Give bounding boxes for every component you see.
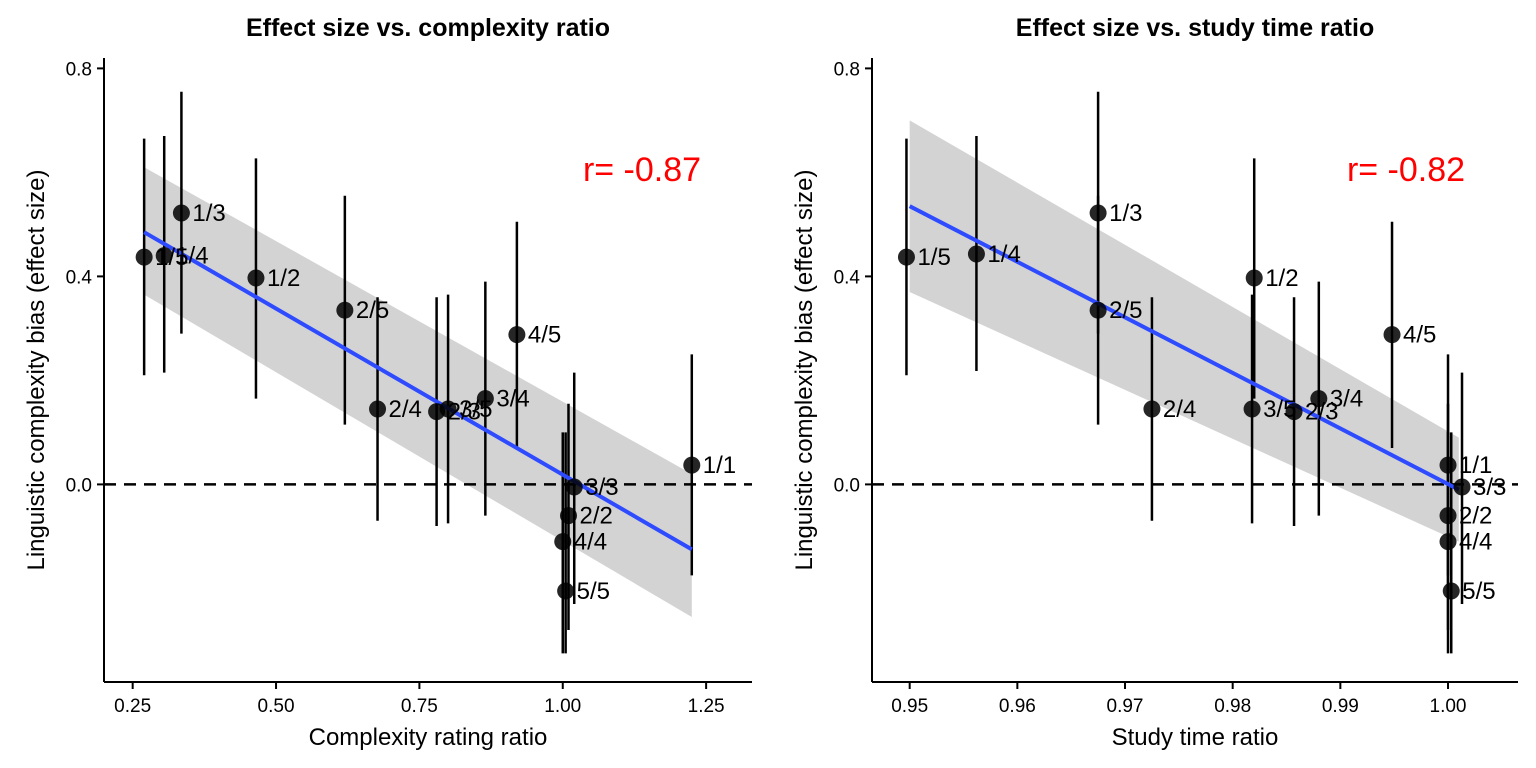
x-tick-label: 1.00 bbox=[1430, 696, 1467, 717]
x-tick-label: 1.00 bbox=[544, 696, 581, 717]
x-axis-title: Complexity rating ratio bbox=[309, 724, 548, 751]
point-label-1-4: 1/4 bbox=[987, 241, 1020, 268]
point-label-2-2: 2/2 bbox=[1459, 503, 1492, 530]
y-tick-label: 0.4 bbox=[834, 267, 861, 288]
data-point-2-5 bbox=[1089, 301, 1107, 319]
x-tick-label: 0.99 bbox=[1322, 696, 1359, 717]
point-label-1-2: 1/2 bbox=[267, 265, 300, 292]
data-point-1-3 bbox=[1089, 204, 1107, 222]
data-point-4-4 bbox=[1439, 533, 1457, 551]
correlation-label: r= -0.87 bbox=[583, 151, 701, 189]
point-label-4-4: 4/4 bbox=[1459, 529, 1492, 556]
x-axis-title: Study time ratio bbox=[1112, 724, 1279, 751]
y-tick-label: 0.0 bbox=[834, 475, 860, 496]
point-label-3-4: 3/4 bbox=[1330, 386, 1363, 413]
y-tick-label: 0.8 bbox=[834, 59, 860, 80]
data-point-1-4 bbox=[155, 247, 173, 265]
data-point-2-4 bbox=[1143, 400, 1161, 418]
point-label-1-5: 1/5 bbox=[917, 244, 950, 271]
point-label-1-3: 1/3 bbox=[192, 200, 225, 227]
y-axis-title: Linguistic complexity bias (effect size) bbox=[23, 169, 50, 570]
data-point-2-2 bbox=[1439, 507, 1457, 525]
point-label-5-5: 5/5 bbox=[577, 578, 610, 605]
data-point-3-4 bbox=[476, 390, 494, 408]
x-tick-label: 0.96 bbox=[999, 696, 1036, 717]
x-tick-label: 0.97 bbox=[1107, 696, 1144, 717]
data-point-4-5 bbox=[508, 326, 526, 344]
confidence-band bbox=[909, 120, 1459, 542]
data-point-1-4 bbox=[967, 245, 985, 263]
point-label-1-1: 1/1 bbox=[1459, 452, 1492, 479]
point-label-2-2: 2/2 bbox=[579, 503, 612, 530]
data-point-3-4 bbox=[1310, 390, 1328, 408]
point-label-2-4: 2/4 bbox=[389, 396, 422, 423]
data-point-1-5 bbox=[135, 248, 153, 266]
point-label-2-4: 2/4 bbox=[1163, 396, 1196, 423]
data-point-3-3 bbox=[565, 478, 583, 496]
chart-title: Effect size vs. study time ratio bbox=[1016, 14, 1374, 42]
data-point-1-1 bbox=[1439, 456, 1457, 474]
data-point-2-4 bbox=[369, 400, 387, 418]
x-tick-label: 1.25 bbox=[688, 696, 725, 717]
point-label-1-4: 1/4 bbox=[175, 243, 208, 270]
x-tick-label: 0.50 bbox=[258, 696, 295, 717]
y-tick-label: 0.4 bbox=[66, 267, 93, 288]
data-point-5-5 bbox=[557, 582, 575, 600]
x-tick-label: 0.98 bbox=[1214, 696, 1251, 717]
y-axis-title: Linguistic complexity bias (effect size) bbox=[791, 169, 818, 570]
y-tick-label: 0.0 bbox=[66, 475, 92, 496]
point-label-2-5: 2/5 bbox=[356, 297, 389, 324]
point-label-5-5: 5/5 bbox=[1462, 578, 1495, 605]
data-point-2-3 bbox=[1285, 403, 1303, 421]
data-point-3-5 bbox=[1243, 400, 1261, 418]
data-point-3-5 bbox=[439, 400, 457, 418]
data-point-4-5 bbox=[1383, 326, 1401, 344]
point-label-3-3: 3/3 bbox=[1473, 474, 1506, 501]
x-tick-label: 0.25 bbox=[114, 696, 151, 717]
data-point-4-4 bbox=[554, 533, 572, 551]
data-point-1-3 bbox=[172, 204, 190, 222]
point-label-3-3: 3/3 bbox=[585, 474, 618, 501]
data-point-1-5 bbox=[897, 248, 915, 266]
point-label-1-1: 1/1 bbox=[703, 452, 736, 479]
point-label-1-2: 1/2 bbox=[1265, 265, 1298, 292]
data-point-1-1 bbox=[683, 456, 701, 474]
complexity-ratio-panel: Effect size vs. complexity ratio 0.0 0.4 0.… bbox=[23, 14, 752, 751]
data-point-1-2 bbox=[1245, 269, 1263, 287]
data-point-2-5 bbox=[336, 301, 354, 319]
data-point-2-2 bbox=[559, 507, 577, 525]
correlation-label: r= -0.82 bbox=[1347, 151, 1465, 189]
regression-line bbox=[908, 204, 1460, 492]
point-label-4-4: 4/4 bbox=[574, 529, 607, 556]
x-tick-label: 0.75 bbox=[401, 696, 438, 717]
data-point-1-2 bbox=[247, 269, 265, 287]
point-label-4-5: 4/5 bbox=[528, 322, 561, 349]
chart-title: Effect size vs. complexity ratio bbox=[246, 14, 610, 42]
point-label-4-5: 4/5 bbox=[1403, 322, 1436, 349]
y-tick-label: 0.8 bbox=[66, 59, 92, 80]
point-label-3-4: 3/4 bbox=[496, 386, 529, 413]
point-label-2-5: 2/5 bbox=[1109, 297, 1142, 324]
regression-line bbox=[143, 230, 693, 552]
x-tick-label: 0.95 bbox=[891, 696, 928, 717]
study-time-ratio-panel: Effect size vs. study time ratio 0.0 0.4 0.… bbox=[791, 14, 1518, 751]
data-point-5-5 bbox=[1442, 582, 1460, 600]
point-label-1-3: 1/3 bbox=[1109, 200, 1142, 227]
data-point-3-3 bbox=[1453, 478, 1471, 496]
